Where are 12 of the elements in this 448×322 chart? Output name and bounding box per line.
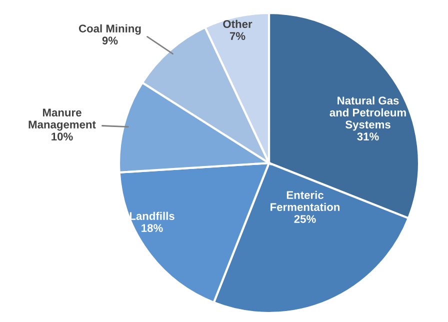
slice-label: Manure Management [28, 108, 96, 131]
slice-label: Landfills [130, 212, 174, 220]
data-label: 25% [294, 215, 316, 223]
data-label: 31% [357, 132, 379, 140]
data-label: 7% [230, 32, 246, 40]
data-label: 18% [142, 224, 163, 232]
data-label: 10% [52, 132, 73, 140]
data-label: 9% [102, 36, 118, 44]
slice-label: Coal Mining [78, 24, 141, 35]
slice-label: Natural Gas and Petroleum Systems [330, 96, 406, 131]
slice-label: Enteric Fermentation [270, 190, 340, 211]
slice-label: Other [223, 20, 252, 28]
